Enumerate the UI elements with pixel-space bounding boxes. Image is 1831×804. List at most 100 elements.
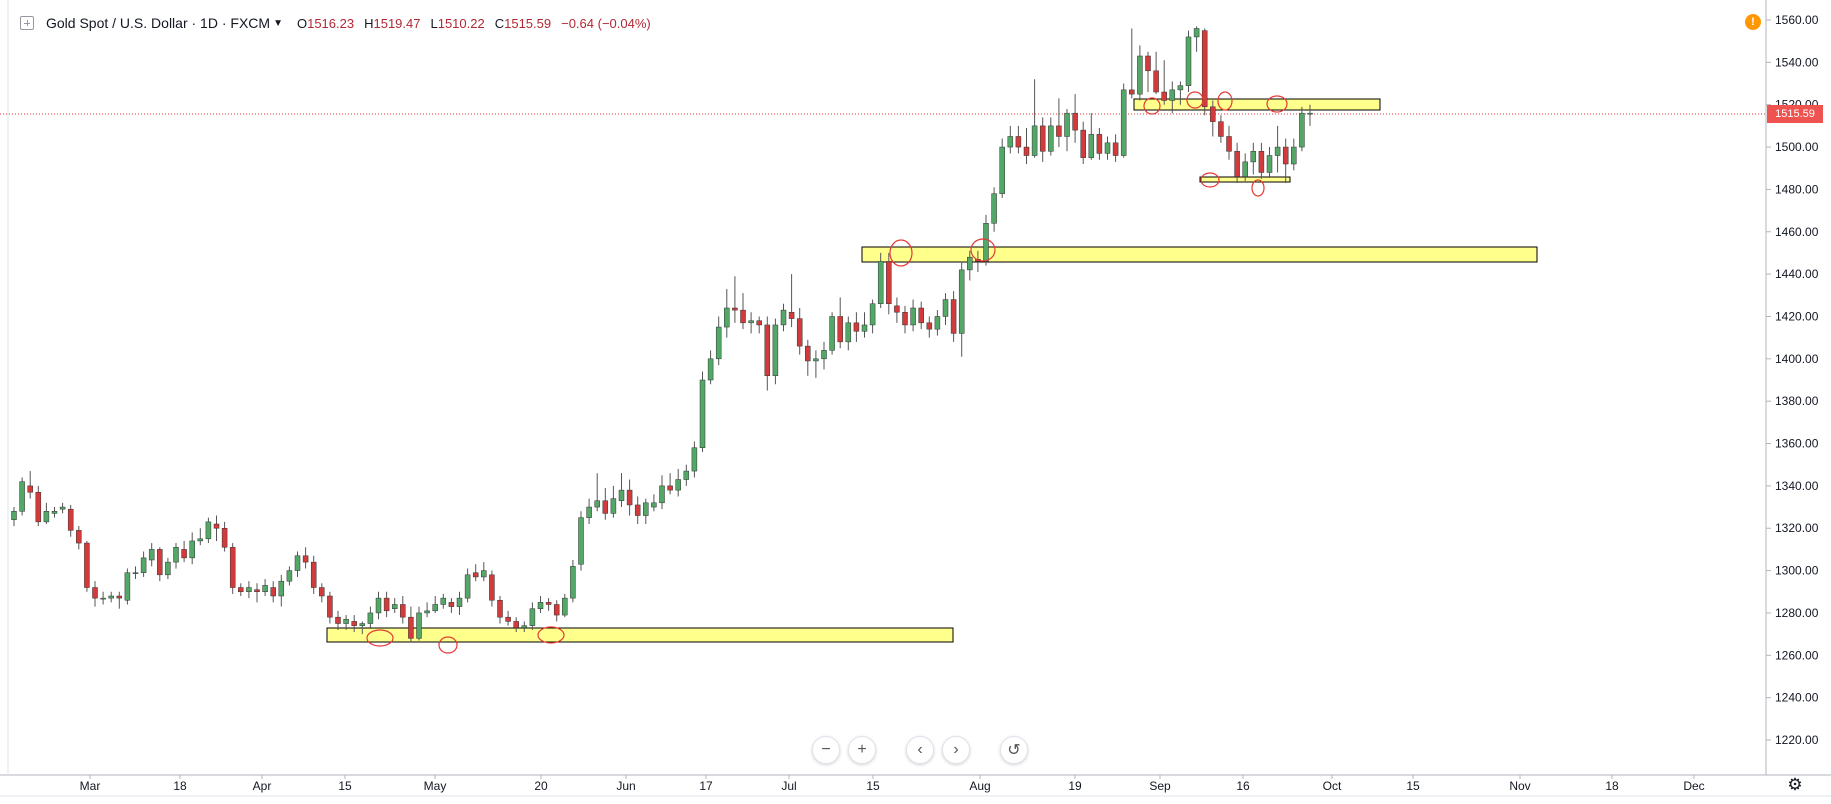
candle-body: [1080, 129, 1086, 158]
annotation-marker[interactable]: [889, 239, 913, 267]
candle-body: [278, 580, 285, 597]
candle-body: [918, 307, 924, 324]
candle-body: [310, 561, 317, 588]
gear-icon[interactable]: ⚙: [1787, 775, 1803, 794]
scroll-left-button[interactable]: ‹: [906, 736, 934, 764]
candle-body: [1266, 155, 1273, 173]
alert-icon[interactable]: !: [1745, 14, 1761, 30]
low-label: L: [430, 15, 438, 31]
candle-body: [1104, 142, 1111, 154]
candle-body: [894, 305, 900, 313]
candle-body: [335, 616, 341, 624]
price-tick-label: 1240.00: [1775, 691, 1819, 705]
price-tick-label: 1280.00: [1775, 606, 1819, 620]
candle-body: [286, 570, 293, 582]
candle-body: [1145, 55, 1151, 72]
candle-body: [189, 540, 195, 559]
candle-body: [1120, 89, 1127, 156]
candle-body: [610, 498, 617, 514]
candle-body: [902, 311, 908, 326]
candle-body: [934, 316, 941, 330]
candle-body: [238, 587, 244, 593]
candle-body: [594, 500, 600, 508]
ohlc-open: O1516.23: [297, 16, 354, 31]
candle-body: [1226, 136, 1232, 152]
plus-square-icon[interactable]: [20, 16, 34, 30]
zoom-in-button[interactable]: +: [848, 736, 876, 764]
candle-body: [877, 261, 884, 305]
annotation-marker[interactable]: [366, 629, 394, 647]
close-label: C: [494, 15, 505, 31]
candle-body: [35, 491, 42, 523]
symbol-title[interactable]: Gold Spot / U.S. Dollar · 1D · FXCM: [46, 15, 271, 31]
price-tick-label: 1400.00: [1775, 352, 1819, 366]
candle-body: [205, 521, 212, 540]
candle-body: [756, 320, 762, 326]
open-value: 1516.23: [307, 15, 355, 31]
candle-body: [1153, 70, 1159, 93]
support-resistance-zone[interactable]: [861, 246, 1538, 263]
price-tick-label: 1540.00: [1775, 55, 1819, 69]
annotation-marker[interactable]: [1186, 91, 1204, 109]
reset-chart-button[interactable]: ↺: [1000, 736, 1028, 764]
candle-body: [229, 547, 236, 588]
candle-body: [643, 502, 649, 516]
annotation-marker[interactable]: [970, 238, 996, 262]
candle-body: [740, 309, 746, 324]
candle-body: [967, 256, 973, 271]
price-tick-label: 1420.00: [1775, 309, 1819, 323]
time-tick-label: Jul: [781, 779, 796, 793]
chart-navigation: − + ‹ › ↺: [812, 736, 1028, 764]
candle-body: [464, 574, 471, 599]
support-resistance-zone[interactable]: [326, 627, 954, 643]
candle-body: [92, 587, 98, 599]
scroll-right-button[interactable]: ›: [942, 736, 970, 764]
candle-body: [724, 307, 730, 328]
annotation-marker[interactable]: [1143, 97, 1161, 115]
candle-body: [821, 350, 827, 360]
candle-body: [813, 358, 819, 362]
candle-body: [545, 602, 552, 605]
symbol-legend: Gold Spot / U.S. Dollar · 1D · FXCM ▼ O1…: [20, 12, 651, 34]
annotation-marker[interactable]: [537, 626, 565, 644]
candle-body: [157, 549, 163, 576]
candle-body: [165, 561, 171, 576]
price-tick-label: 1480.00: [1775, 182, 1819, 196]
candle-body: [367, 612, 374, 624]
candle-body: [529, 608, 536, 626]
time-tick-label: Dec: [1683, 779, 1704, 793]
candle-body: [1064, 112, 1070, 137]
candle-body: [788, 311, 795, 319]
support-resistance-zone[interactable]: [1133, 98, 1381, 111]
candle-body: [1056, 125, 1062, 137]
candle-body: [416, 612, 422, 639]
candle-body: [19, 481, 25, 512]
zoom-out-button[interactable]: −: [812, 736, 840, 764]
candle-body: [400, 604, 406, 618]
candle-body: [950, 299, 957, 334]
annotation-marker[interactable]: [438, 636, 458, 654]
chevron-down-icon[interactable]: ▼: [273, 17, 283, 29]
high-value: 1519.47: [373, 15, 421, 31]
nav-spacer: [884, 736, 898, 764]
candle-body: [837, 316, 843, 343]
low-value: 1510.22: [437, 15, 485, 31]
candle-body: [1015, 136, 1022, 148]
annotation-marker[interactable]: [1200, 172, 1220, 188]
candle-body: [1096, 134, 1103, 154]
candle-body: [626, 489, 633, 506]
candle-body: [246, 587, 252, 593]
annotation-marker[interactable]: [1266, 95, 1288, 113]
candle-body: [1129, 89, 1135, 95]
time-tick-label: 15: [338, 779, 352, 793]
annotation-marker[interactable]: [1217, 91, 1233, 111]
candle-body: [1242, 161, 1248, 177]
time-tick-label: Oct: [1323, 779, 1342, 793]
candle-body: [319, 587, 325, 597]
candle-body: [116, 595, 123, 599]
annotation-marker[interactable]: [1251, 179, 1265, 197]
candle-body: [1031, 125, 1038, 156]
candle-body: [1218, 121, 1224, 137]
